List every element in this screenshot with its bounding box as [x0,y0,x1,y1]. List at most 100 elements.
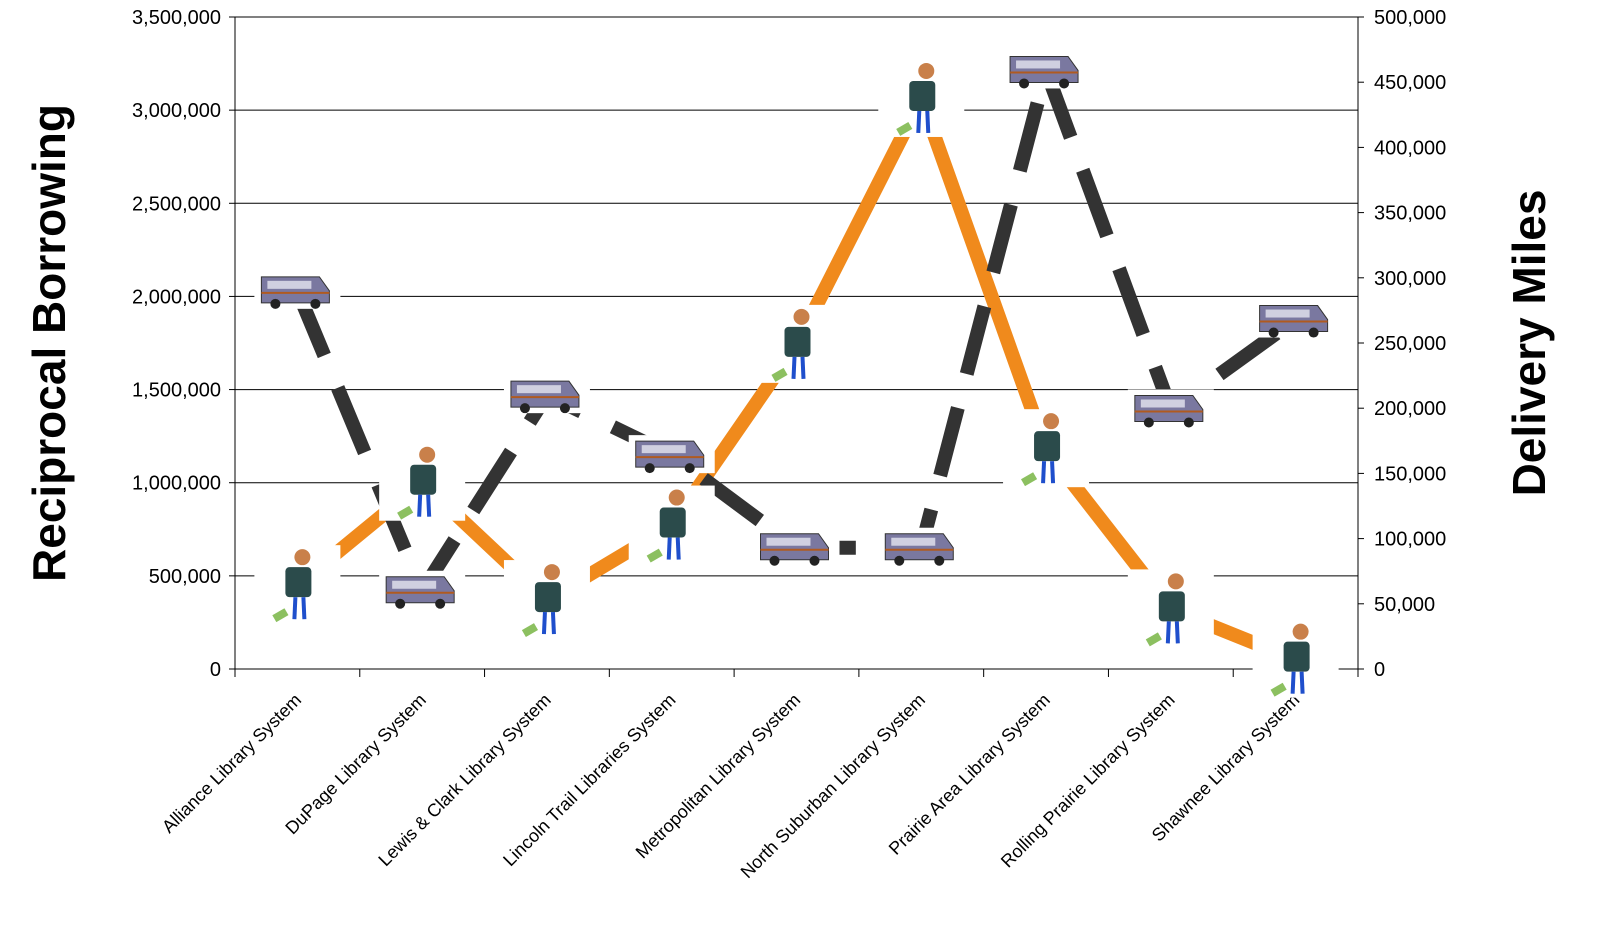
y2-tick-label: 250,000 [1374,333,1446,355]
person-marker [379,442,466,521]
icon [1134,395,1204,423]
icon [410,464,437,495]
icon [635,440,705,468]
person-marker [878,58,965,137]
y-tick-label: 2,500,000 [132,193,221,215]
icon [891,537,936,546]
icon [784,326,811,357]
y-axis-title: Reciprocal Borrowing [23,104,75,582]
icon [1041,461,1047,484]
van-marker [379,570,466,609]
icon [510,380,580,408]
y2-tick-label: 450,000 [1374,72,1446,94]
icon [1140,399,1185,408]
x-tick-label: Shawnee Library System [1148,690,1304,846]
icon [417,494,423,517]
van-marker [1003,50,1090,89]
icon [301,597,307,620]
person-marker [628,485,715,564]
icon [934,555,945,566]
icon [1183,417,1194,428]
icon [1283,641,1310,672]
icon [1050,461,1056,484]
icon [809,555,820,566]
icon [1019,78,1030,89]
icon [1020,472,1038,487]
y2-tick-label: 300,000 [1374,268,1446,290]
van-marker [628,435,715,474]
icon [769,555,780,566]
y-tick-label: 1,500,000 [132,380,221,402]
icon [659,507,686,538]
y-tick-label: 2,000,000 [132,286,221,308]
icon [1043,413,1060,430]
van-marker [1252,299,1339,338]
y2-tick-label: 100,000 [1374,529,1446,551]
y-tick-label: 500,000 [149,566,221,588]
icon [395,598,406,609]
icon [1268,327,1279,338]
person-marker [254,545,341,624]
icon [925,110,931,134]
person-marker [753,304,840,383]
icon [272,608,289,623]
icon [646,548,663,563]
icon [909,80,936,111]
icon [1145,632,1162,647]
icon [267,280,312,289]
icon [666,537,672,560]
icon [521,623,539,638]
van-marker [878,527,965,566]
icon [1270,682,1287,697]
y-tick-label: 3,500,000 [132,7,221,29]
icon [543,564,560,581]
icon [397,505,414,520]
person-marker [503,560,590,639]
icon [668,489,685,506]
icon [771,367,788,382]
van-marker [1127,389,1214,428]
icon [435,598,446,609]
icon [1059,78,1070,89]
y2-axis-title: Delivery Miles [1503,190,1555,497]
y2-tick-label: 150,000 [1374,463,1446,485]
van-marker [254,270,341,309]
icon [1259,305,1329,333]
y2-tick-label: 200,000 [1374,398,1446,420]
icon [896,122,913,136]
icon [1009,55,1079,83]
y2-tick-label: 50,000 [1374,594,1435,616]
icon [760,533,829,561]
icon [684,463,695,474]
icon [1158,591,1185,622]
icon [1290,671,1296,694]
icon [285,567,312,598]
icon [800,356,806,379]
person-marker [1127,569,1214,648]
icon [270,298,281,309]
icon [641,445,686,454]
icon [644,463,655,474]
icon [260,276,330,304]
y2-tick-label: 500,000 [1374,7,1446,29]
y-tick-label: 0 [210,659,221,681]
icon [1165,621,1171,644]
icon [1143,417,1154,428]
icon [426,494,432,517]
person-marker [1252,619,1339,698]
icon [1292,623,1309,640]
icon [294,549,311,566]
icon [534,582,561,613]
y2-tick-label: 400,000 [1374,137,1446,159]
icon [392,580,437,589]
icon [675,537,681,560]
van-marker [503,375,590,414]
icon [1265,309,1310,318]
icon [1308,327,1319,338]
y-tick-label: 3,000,000 [132,100,221,122]
icon [884,533,954,561]
icon [791,356,797,379]
person-marker [1003,409,1090,488]
